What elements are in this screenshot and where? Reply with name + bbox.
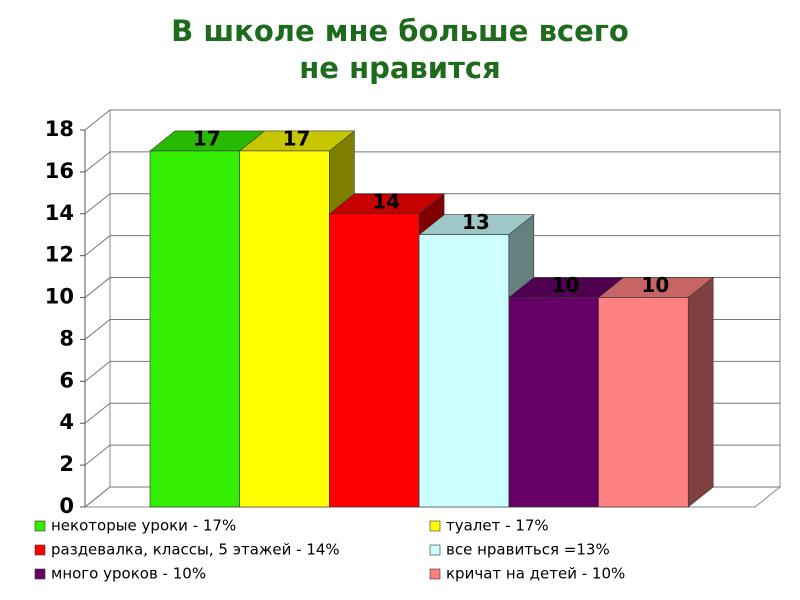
y-tick-label: 10 <box>45 285 74 309</box>
grid-line <box>84 193 780 215</box>
grid-line <box>84 235 780 257</box>
bar <box>508 297 599 508</box>
data-label: 17 <box>193 126 221 150</box>
y-tick-label: 6 <box>59 368 74 392</box>
legend-label: все нравиться =13% <box>446 541 610 559</box>
grid-line <box>84 151 780 173</box>
legend-swatch <box>34 520 46 532</box>
y-tick-label: 0 <box>59 494 74 518</box>
y-tick-label: 18 <box>45 117 74 141</box>
legend-swatch <box>429 520 441 532</box>
y-tick-label: 12 <box>45 243 74 267</box>
data-label: 10 <box>552 273 580 297</box>
y-tick-label: 4 <box>59 410 74 434</box>
legend-label: туалет - 17% <box>446 517 549 535</box>
legend-label: много уроков - 10% <box>51 565 206 583</box>
bar-side <box>687 276 714 508</box>
y-tick-label: 8 <box>59 326 74 350</box>
chart-title: не нравится <box>299 51 500 85</box>
legend-label: раздевалка, классы, 5 этажей - 14% <box>51 541 340 559</box>
legend-label: кричат на детей - 10% <box>446 565 625 583</box>
chart-title: В школе мне больше всего <box>171 14 629 48</box>
y-tick-label: 16 <box>45 159 74 183</box>
data-label: 17 <box>283 126 311 150</box>
y-tick-label: 2 <box>59 452 74 476</box>
data-label: 13 <box>462 210 490 234</box>
legend-swatch <box>429 544 441 556</box>
bar <box>598 297 689 508</box>
legend-label: некоторые уроки - 17% <box>51 517 236 535</box>
y-tick-label: 14 <box>45 201 74 225</box>
legend-swatch <box>34 568 46 580</box>
legend-swatch <box>429 568 441 580</box>
data-label: 14 <box>372 189 400 213</box>
bar <box>149 150 240 508</box>
bar <box>418 234 510 508</box>
data-label: 10 <box>641 273 669 297</box>
bar <box>329 213 420 508</box>
bar <box>239 150 330 508</box>
grid-line <box>84 109 780 131</box>
legend-swatch <box>34 544 46 556</box>
